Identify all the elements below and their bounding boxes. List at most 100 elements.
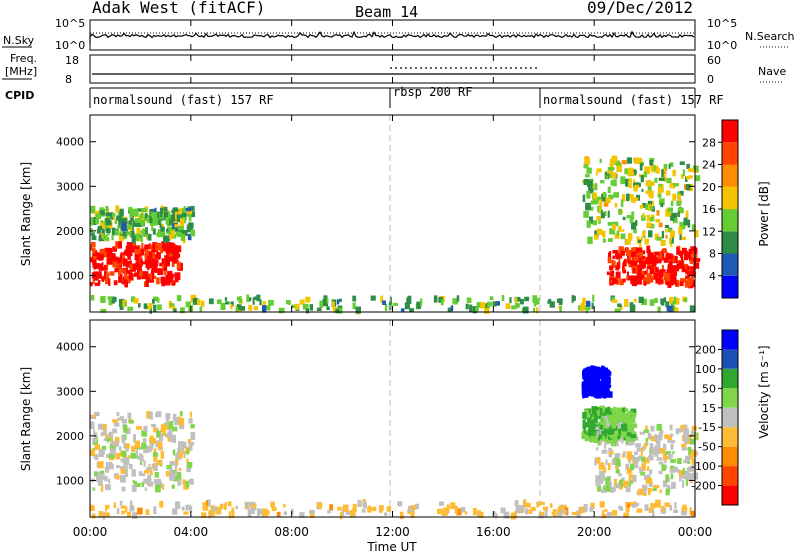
data-cell [363, 501, 367, 509]
data-cell [253, 306, 259, 311]
data-cell [626, 157, 632, 164]
data-cell [515, 303, 520, 307]
data-cell [176, 214, 183, 219]
data-cell [689, 453, 693, 460]
data-cell [549, 503, 553, 508]
data-cell [693, 248, 698, 254]
data-cell [505, 303, 511, 309]
data-cell [171, 261, 175, 267]
data-cell [658, 222, 663, 228]
power-panel: 4000 3000 2000 1000 Slant Range [km] [19, 114, 701, 315]
data-cell [668, 260, 673, 267]
data-cell [632, 281, 637, 287]
data-cell [647, 455, 654, 461]
data-cell [591, 302, 594, 310]
x-axis-label: Time UT [366, 540, 417, 554]
data-cell [153, 478, 159, 485]
data-cell [559, 305, 562, 313]
data-cell [647, 200, 654, 205]
data-cell [175, 501, 181, 509]
data-cell [317, 502, 323, 508]
data-cell [103, 429, 107, 436]
data-cell [661, 464, 666, 471]
data-cell [669, 465, 675, 471]
data-cell [586, 220, 591, 228]
data-cell [638, 466, 642, 471]
data-cell [144, 213, 148, 219]
data-cell [595, 479, 600, 487]
data-cell [170, 421, 173, 428]
data-cell [386, 506, 392, 512]
data-cell [655, 277, 660, 284]
data-cell [180, 233, 185, 241]
data-cell [641, 188, 644, 192]
data-cell [98, 263, 104, 271]
data-cell [605, 175, 609, 179]
data-cell [625, 408, 629, 412]
data-cell [105, 218, 110, 222]
data-cell [185, 301, 191, 308]
data-cell [665, 253, 670, 260]
data-cell [162, 484, 165, 490]
data-cell [120, 303, 124, 310]
data-cell [613, 260, 616, 267]
data-cell [129, 263, 134, 271]
y-tick-label: 3000 [56, 180, 84, 193]
data-cell [152, 259, 159, 264]
data-cell [679, 233, 682, 241]
data-cell [636, 158, 643, 164]
data-cell [588, 376, 594, 384]
y-tick-label: 1000 [56, 269, 84, 282]
data-cell [246, 505, 249, 510]
data-cell [105, 208, 110, 215]
data-cell [112, 428, 117, 434]
data-cell [596, 447, 599, 451]
data-cell [660, 187, 664, 193]
data-cell [132, 208, 138, 216]
data-cell [144, 469, 150, 474]
data-cell [117, 417, 120, 421]
data-cell [689, 259, 693, 265]
data-cell [687, 219, 691, 228]
data-cell [631, 222, 637, 230]
data-cell [411, 505, 416, 510]
data-cell [688, 168, 695, 172]
data-cell [94, 455, 99, 461]
data-cell [105, 278, 110, 285]
data-cell [384, 303, 388, 311]
data-cell [94, 471, 98, 477]
data-cell [650, 425, 655, 432]
data-cell [355, 306, 361, 314]
data-cell [626, 451, 633, 459]
data-cell [628, 171, 635, 176]
data-cell [633, 228, 637, 234]
data-cell [643, 278, 648, 285]
freq-unit-label: [MHz] [5, 65, 37, 78]
data-cell [121, 486, 126, 492]
data-cell [672, 194, 677, 199]
data-cell [680, 425, 686, 432]
data-cell [642, 231, 646, 236]
data-cell [100, 222, 104, 228]
data-cell [127, 270, 133, 275]
data-cell [683, 428, 690, 437]
data-cell [603, 428, 607, 435]
data-cell [615, 162, 621, 166]
data-cell [105, 220, 112, 226]
data-cell [628, 253, 632, 260]
data-cell [177, 231, 182, 237]
data-cell [186, 224, 191, 233]
data-cell [186, 462, 193, 468]
data-cell [633, 179, 636, 183]
data-cell [176, 214, 181, 223]
data-cell [442, 511, 448, 516]
data-cell [584, 387, 588, 393]
data-cell [645, 425, 648, 433]
data-cell [628, 428, 632, 433]
data-cell [677, 211, 680, 218]
data-cell [108, 299, 113, 306]
data-cell [109, 442, 114, 451]
data-cell [181, 447, 185, 451]
data-cell [147, 477, 152, 482]
data-cell [130, 215, 134, 222]
